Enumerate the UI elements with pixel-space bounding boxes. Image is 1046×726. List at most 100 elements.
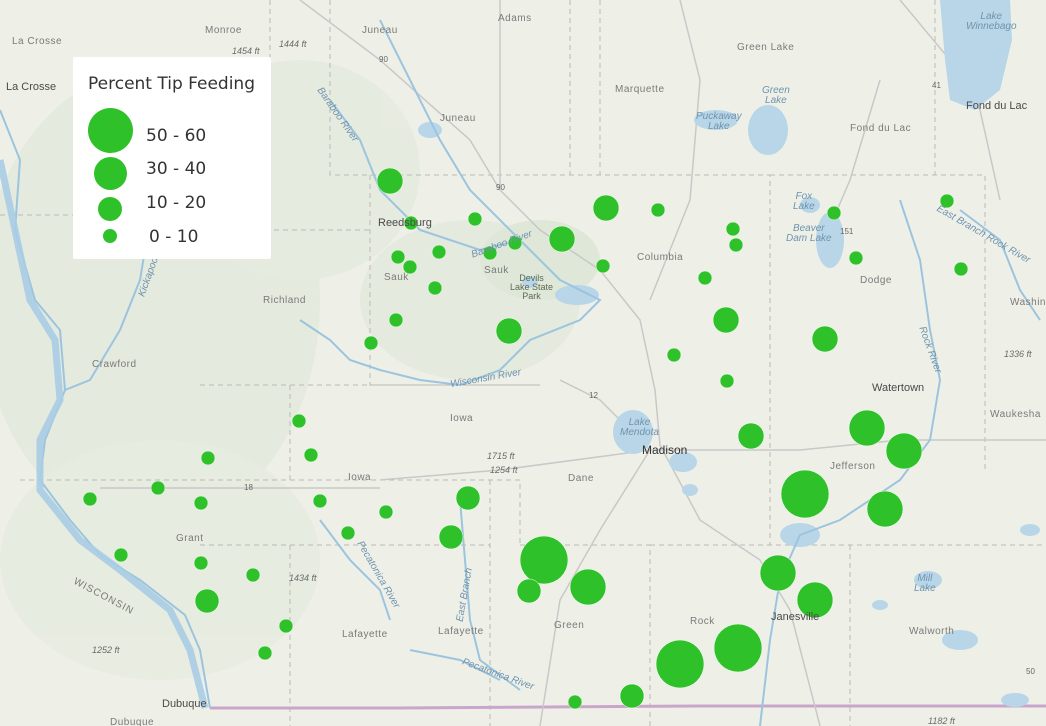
observation-point[interactable] bbox=[390, 249, 406, 265]
label-sauk-county: Sauk bbox=[384, 272, 409, 283]
observation-point[interactable] bbox=[719, 373, 735, 389]
observation-point[interactable] bbox=[340, 525, 356, 541]
observation-point[interactable] bbox=[655, 639, 705, 689]
observation-point[interactable] bbox=[455, 485, 481, 511]
observation-point[interactable] bbox=[507, 235, 523, 251]
observation-point[interactable] bbox=[595, 258, 611, 274]
observation-point[interactable] bbox=[567, 694, 583, 710]
label-lake-mendota: Lake Mendota bbox=[620, 417, 659, 438]
label-walworth: Walworth bbox=[909, 626, 955, 637]
observation-point[interactable] bbox=[939, 193, 955, 209]
label-fond-du-lac-city: Fond du Lac bbox=[966, 100, 1028, 112]
label-fond-du-lac-county: Fond du Lac bbox=[850, 123, 912, 134]
observation-point[interactable] bbox=[438, 524, 464, 550]
observation-point[interactable] bbox=[866, 490, 904, 528]
observation-point[interactable] bbox=[826, 205, 842, 221]
observation-point[interactable] bbox=[427, 280, 443, 296]
observation-point[interactable] bbox=[592, 194, 620, 222]
label-juneau-top: Juneau bbox=[362, 25, 398, 36]
observation-point[interactable] bbox=[728, 237, 744, 253]
label-dodge: Dodge bbox=[860, 275, 892, 286]
lakes bbox=[418, 0, 1040, 707]
state-boundary bbox=[210, 704, 1046, 710]
observation-point[interactable] bbox=[150, 480, 166, 496]
observation-point[interactable] bbox=[467, 211, 483, 227]
observation-point[interactable] bbox=[548, 225, 576, 253]
label-juneau-county: Juneau bbox=[440, 113, 476, 124]
observation-point[interactable] bbox=[885, 432, 923, 470]
legend-symbol-xsmall bbox=[103, 229, 117, 243]
observation-point[interactable] bbox=[402, 259, 418, 275]
road-shield-50: 50 bbox=[1026, 667, 1035, 676]
observation-point[interactable] bbox=[113, 547, 129, 563]
label-adams: Adams bbox=[498, 13, 532, 24]
road-shield-90a: 90 bbox=[379, 55, 388, 64]
label-marquette: Marquette bbox=[615, 84, 665, 95]
observation-point[interactable] bbox=[848, 250, 864, 266]
road-shield-90b: 90 bbox=[496, 183, 505, 192]
observation-point[interactable] bbox=[245, 567, 261, 583]
label-dubuque-2: Dubuque bbox=[110, 717, 155, 726]
observation-point[interactable] bbox=[796, 581, 834, 619]
label-madison: Madison bbox=[642, 443, 688, 457]
legend-item: 50 - 60 bbox=[73, 108, 271, 153]
observation-point[interactable] bbox=[278, 618, 294, 634]
label-devils-lake-park: Devils Lake State Park bbox=[510, 273, 554, 301]
observation-point[interactable] bbox=[388, 312, 404, 328]
label-lacrosse-city: La Crosse bbox=[6, 81, 57, 93]
road-shield-12: 12 bbox=[589, 391, 598, 400]
label-lake-winnebago: Lake Winnebago bbox=[966, 11, 1017, 32]
label-green: Green bbox=[554, 620, 585, 631]
observation-point[interactable] bbox=[697, 270, 713, 286]
observation-point[interactable] bbox=[713, 623, 763, 673]
observation-point[interactable] bbox=[291, 413, 307, 429]
observation-point[interactable] bbox=[759, 554, 797, 592]
observation-point[interactable] bbox=[712, 306, 740, 334]
label-mill-lake: Mill Lake bbox=[914, 573, 936, 594]
observation-point[interactable] bbox=[200, 450, 216, 466]
label-lafayette-city: Lafayette bbox=[438, 626, 484, 637]
observation-point[interactable] bbox=[376, 167, 404, 195]
observation-point[interactable] bbox=[619, 683, 645, 709]
observation-point[interactable] bbox=[495, 317, 523, 345]
road-shield-151: 151 bbox=[840, 227, 854, 236]
observation-point[interactable] bbox=[363, 335, 379, 351]
observation-point[interactable] bbox=[482, 245, 498, 261]
observation-point[interactable] bbox=[312, 493, 328, 509]
tip-feeding-symbols bbox=[82, 167, 969, 710]
observation-point[interactable] bbox=[780, 469, 830, 519]
label-watertown: Watertown bbox=[872, 382, 925, 394]
observation-point[interactable] bbox=[378, 504, 394, 520]
elevation-1444: 1444 ft bbox=[279, 39, 307, 49]
observation-point[interactable] bbox=[82, 491, 98, 507]
observation-point[interactable] bbox=[848, 409, 886, 447]
observation-point[interactable] bbox=[193, 495, 209, 511]
observation-point[interactable] bbox=[811, 325, 839, 353]
label-beaver-dam-lake: Beaver Dam Lake bbox=[786, 223, 832, 244]
observation-point[interactable] bbox=[953, 261, 969, 277]
observation-point[interactable] bbox=[257, 645, 273, 661]
legend-item: 0 - 10 bbox=[73, 227, 271, 261]
observation-point[interactable] bbox=[725, 221, 741, 237]
observation-point[interactable] bbox=[303, 447, 319, 463]
label-monroe: Monroe bbox=[205, 25, 242, 36]
observation-point[interactable] bbox=[431, 244, 447, 260]
observation-point[interactable] bbox=[569, 568, 607, 606]
label-lafayette: Lafayette bbox=[342, 629, 388, 640]
observation-point[interactable] bbox=[650, 202, 666, 218]
observation-point[interactable] bbox=[666, 347, 682, 363]
label-reedsburg: Reedsburg bbox=[378, 217, 432, 229]
elevation-1254: 1254 ft bbox=[490, 465, 518, 475]
observation-point[interactable] bbox=[403, 215, 419, 231]
label-rock-county: Rock bbox=[690, 616, 715, 627]
elevation-1182: 1182 ft bbox=[928, 716, 955, 726]
label-columbia: Columbia bbox=[637, 252, 684, 263]
observation-point[interactable] bbox=[519, 535, 569, 585]
observation-point[interactable] bbox=[193, 555, 209, 571]
observation-point[interactable] bbox=[194, 588, 220, 614]
label-lacrosse-county: La Crosse bbox=[12, 36, 63, 47]
observation-point[interactable] bbox=[737, 422, 765, 450]
observation-point[interactable] bbox=[516, 578, 542, 604]
